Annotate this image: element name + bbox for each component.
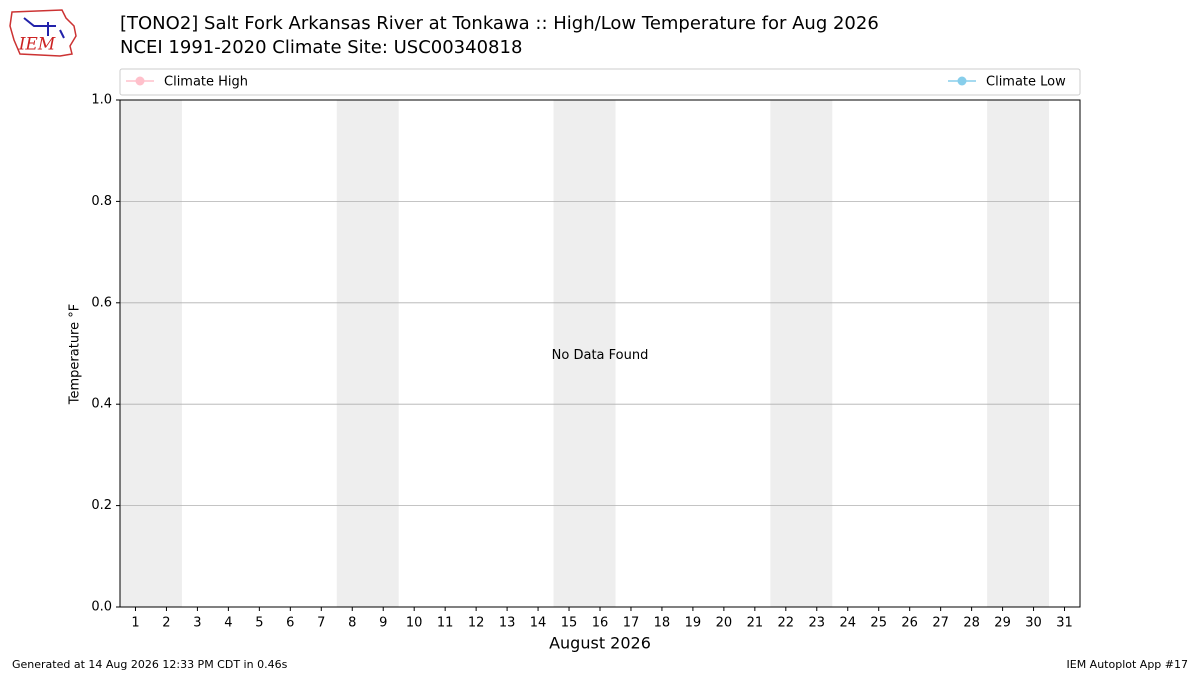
annotation: No Data Found: [552, 348, 649, 363]
logo: IEM: [9, 9, 77, 57]
weekend-shade: [770, 100, 833, 607]
x-tick-label: 14: [530, 616, 547, 631]
x-tick-label: 28: [963, 616, 980, 631]
footer-left: Generated at 14 Aug 2026 12:33 PM CDT in…: [12, 658, 288, 671]
x-tick-label: 12: [468, 616, 485, 631]
x-tick-label: 6: [286, 616, 294, 631]
x-tick-label: 8: [348, 616, 356, 631]
x-tick-label: 24: [839, 616, 856, 631]
weekend-shade: [120, 100, 182, 607]
x-tick-label: 17: [623, 616, 640, 631]
logo-text: IEM: [18, 35, 56, 55]
y-tick-label: 0.0: [91, 600, 112, 615]
x-tick-label: 10: [406, 616, 423, 631]
y-tick-label: 0.8: [91, 194, 112, 209]
x-tick-label: 2: [162, 616, 170, 631]
x-tick-label: 15: [561, 616, 578, 631]
legend-marker: [135, 76, 145, 86]
legend-box: [119, 68, 1081, 96]
legend-label: Climate Low: [986, 75, 1066, 90]
x-tick-label: 18: [654, 616, 671, 631]
weekend-shade: [987, 100, 1050, 607]
x-tick-label: 11: [437, 616, 454, 631]
x-tick-label: 19: [685, 616, 702, 631]
y-tick-label: 0.2: [91, 498, 112, 513]
x-tick-label: 9: [379, 616, 387, 631]
x-tick-label: 25: [870, 616, 887, 631]
chart-title: [TONO2] Salt Fork Arkansas River at Tonk…: [120, 13, 879, 34]
x-tick-label: 5: [255, 616, 263, 631]
chart-subtitle: NCEI 1991-2020 Climate Site: USC00340818: [120, 37, 522, 58]
weekend-shade: [553, 100, 616, 607]
x-tick-label: 1: [131, 616, 139, 631]
legend-marker: [957, 76, 967, 86]
x-axis-label: August 2026: [549, 634, 651, 653]
plot-frame: [119, 99, 1081, 608]
x-tick-label: 22: [778, 616, 795, 631]
y-tick-label: 0.6: [91, 295, 112, 310]
logo-outline: [9, 9, 77, 57]
x-tick-label: 7: [317, 616, 325, 631]
y-tick-label: 0.4: [91, 397, 112, 412]
weekend-shade: [336, 100, 399, 607]
x-tick-label: 13: [499, 616, 516, 631]
x-tick-label: 29: [994, 616, 1011, 631]
x-tick-label: 3: [193, 616, 201, 631]
x-tick-label: 31: [1056, 616, 1073, 631]
x-tick-label: 27: [932, 616, 949, 631]
x-tick-label: 23: [809, 616, 826, 631]
x-tick-label: 26: [901, 616, 918, 631]
legend-label: Climate High: [164, 75, 248, 90]
x-tick-label: 16: [592, 616, 609, 631]
y-axis-label: Temperature °F: [68, 304, 83, 405]
x-tick-label: 20: [716, 616, 733, 631]
x-tick-label: 21: [747, 616, 764, 631]
footer-right: IEM Autoplot App #17: [1067, 658, 1189, 671]
x-tick-label: 30: [1025, 616, 1042, 631]
x-tick-label: 4: [224, 616, 232, 631]
logo-icon: [23, 17, 65, 39]
y-tick-label: 1.0: [91, 93, 112, 108]
